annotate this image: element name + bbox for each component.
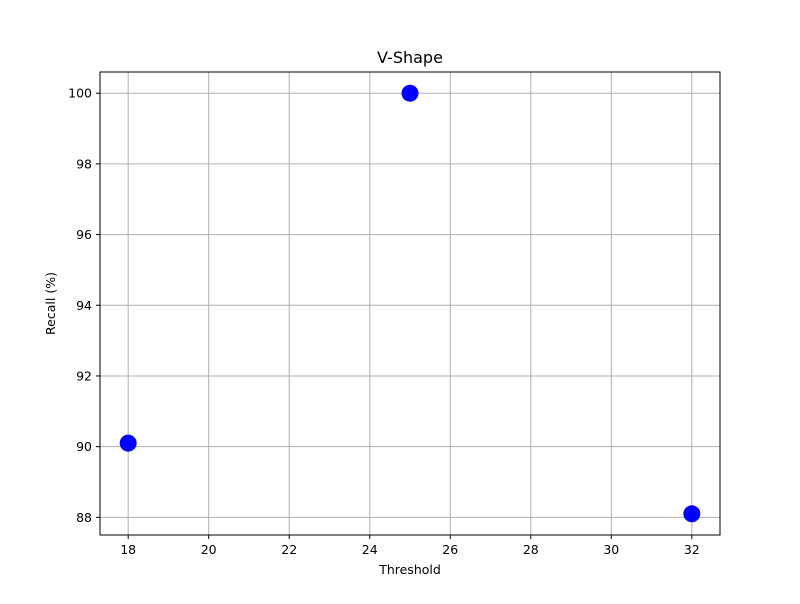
x-tick-label: 20 <box>201 542 217 557</box>
data-points <box>119 84 701 523</box>
data-point <box>119 434 137 452</box>
y-tick-label: 90 <box>76 439 92 454</box>
data-point <box>683 505 701 523</box>
x-axis-label: Threshold <box>378 562 441 577</box>
y-tick-label: 92 <box>76 368 92 383</box>
x-tick-label: 22 <box>281 542 297 557</box>
x-tick-label: 32 <box>684 542 700 557</box>
y-tick-label: 88 <box>76 510 92 525</box>
grid <box>100 72 720 535</box>
y-axis-label: Recall (%) <box>43 272 58 335</box>
y-tick-label: 94 <box>76 298 92 313</box>
x-tick-label: 18 <box>120 542 136 557</box>
x-tick-label: 28 <box>523 542 539 557</box>
y-tick-label: 100 <box>68 86 92 101</box>
x-tick-label: 26 <box>442 542 458 557</box>
x-tick-label: 24 <box>362 542 378 557</box>
x-tick-label: 30 <box>603 542 619 557</box>
plot-frame <box>99 71 721 536</box>
ticks: 18 20 22 24 26 28 30 32 88 90 92 94 96 98 100 <box>68 86 700 557</box>
y-tick-label: 96 <box>76 227 92 242</box>
chart-title: V-Shape <box>377 48 443 67</box>
data-point <box>401 84 419 102</box>
y-tick-label: 98 <box>76 156 92 171</box>
